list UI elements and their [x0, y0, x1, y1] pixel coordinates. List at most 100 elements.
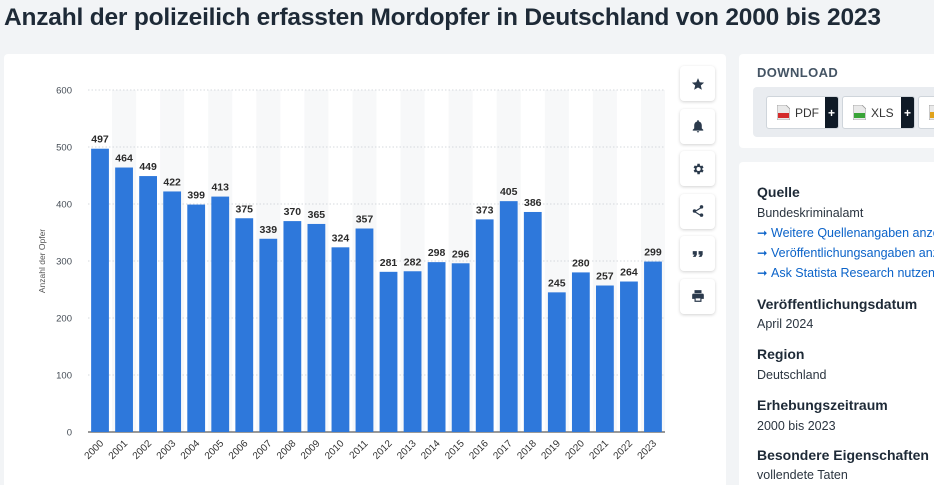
x-tick-label: 2001	[107, 438, 131, 462]
data-label: 245	[548, 277, 566, 289]
x-tick-label: 2020	[563, 438, 587, 462]
bar-2014	[427, 262, 446, 432]
data-label: 357	[356, 214, 374, 226]
x-tick-label: 2012	[371, 438, 395, 462]
ask-research-link[interactable]: ➞ Ask Statista Research nutzen	[757, 266, 934, 280]
x-tick-label: 2010	[323, 438, 347, 462]
bar-2008	[283, 221, 302, 432]
data-label: 373	[476, 204, 494, 216]
bar-2015	[451, 263, 470, 432]
bar-2010	[331, 247, 350, 432]
arrow-right-icon: ➞	[757, 246, 768, 260]
data-label: 399	[187, 190, 205, 202]
bar-2011	[355, 228, 374, 432]
props-value: vollendete Taten	[757, 468, 848, 482]
x-tick-label: 2018	[515, 438, 539, 462]
x-tick-label: 2021	[588, 438, 612, 462]
x-tick-label: 2000	[83, 438, 107, 462]
data-label: 413	[211, 182, 229, 194]
data-label: 365	[308, 209, 326, 221]
data-label: 339	[260, 224, 278, 236]
bar-2021	[596, 285, 614, 432]
data-label: 464	[115, 153, 133, 165]
bar-2000	[91, 148, 109, 432]
bar-2002	[139, 176, 157, 432]
pdf-plus: +	[825, 97, 838, 128]
download-title: DOWNLOAD	[757, 65, 839, 80]
pdf-file-icon	[777, 105, 790, 120]
cite-button[interactable]	[680, 236, 715, 271]
data-label: 280	[572, 257, 590, 269]
x-tick-label: 2019	[539, 438, 563, 462]
chart-card: 0 100 200 300 400 500 600 Anzahl der Opfer 497 20…	[4, 54, 726, 485]
x-tick-label: 2007	[251, 438, 275, 462]
share-icon	[692, 205, 703, 217]
y-tick-label: 0	[67, 428, 72, 439]
bar-2012	[379, 271, 398, 432]
download-image-button[interactable]	[918, 96, 934, 129]
bar-2003	[163, 191, 182, 432]
bar-2009	[307, 223, 326, 432]
xls-plus: +	[901, 97, 914, 128]
print-button[interactable]	[680, 278, 715, 314]
x-tick-label: 2011	[348, 438, 371, 461]
xls-label: XLS	[871, 105, 894, 120]
y-tick-label: 500	[56, 143, 72, 154]
y-tick-label: 600	[56, 86, 72, 97]
bar-chart: 0 100 200 300 400 500 600 Anzahl der Opfer 497 20…	[37, 86, 665, 462]
data-label: 370	[284, 206, 302, 218]
data-label: 282	[404, 256, 422, 268]
data-label: 422	[163, 176, 181, 188]
data-label: 281	[380, 257, 398, 269]
bar-2016	[475, 219, 494, 432]
pubdate-heading: Veröffentlichungsdatum	[757, 296, 918, 312]
y-tick-label: 100	[56, 371, 72, 382]
region-heading: Region	[757, 346, 805, 362]
printer-icon	[691, 290, 704, 302]
data-label: 299	[644, 247, 662, 259]
x-tick-label: 2022	[612, 438, 636, 462]
bar-2001	[115, 167, 133, 432]
x-tick-label: 2017	[491, 438, 515, 462]
y-tick-label: 300	[56, 257, 72, 268]
y-axis-label: Anzahl der Opfer	[37, 229, 47, 293]
page-title: Anzahl der polizeilich erfassten Mordopf…	[4, 4, 881, 31]
gear-icon	[693, 163, 704, 174]
download-pdf-button[interactable]: PDF +	[766, 96, 839, 129]
settings-button[interactable]	[680, 151, 715, 186]
quote-icon	[692, 250, 703, 257]
bar-2022	[620, 281, 638, 432]
x-tick-label: 2004	[179, 438, 203, 462]
props-heading: Besondere Eigenschaften	[757, 447, 929, 463]
source-value: Bundeskriminalamt	[757, 206, 864, 220]
x-tick-label: 2023	[636, 438, 660, 462]
x-tick-label: 2008	[275, 438, 299, 462]
data-label: 497	[91, 134, 109, 146]
bar-2005	[211, 196, 230, 432]
info-panel: Quelle Bundeskriminalamt ➞ Weitere Quelle…	[739, 162, 934, 485]
data-label: 405	[500, 186, 518, 198]
x-tick-label: 2015	[443, 438, 467, 462]
data-label: 386	[524, 197, 542, 209]
y-tick-label: 400	[56, 200, 72, 211]
period-heading: Erhebungszeitraum	[757, 397, 888, 413]
data-label: 296	[452, 248, 470, 260]
publication-info-link[interactable]: ➞Veröffentlichungsangaben anzeigen	[757, 246, 934, 260]
x-tick-label: 2006	[227, 438, 251, 462]
arrow-right-icon: ➞	[757, 226, 768, 240]
bar-2019	[547, 292, 566, 432]
notification-button[interactable]	[680, 108, 715, 144]
data-label: 449	[139, 161, 157, 173]
x-tick-label: 2005	[203, 438, 227, 462]
download-xls-button[interactable]: XLS +	[842, 96, 915, 129]
x-tick-label: 2016	[467, 438, 491, 462]
image-file-icon	[929, 105, 934, 120]
share-button[interactable]	[680, 193, 715, 229]
data-label: 257	[596, 271, 614, 283]
x-tick-label: 2014	[419, 438, 443, 462]
more-sources-link[interactable]: ➞Weitere Quellenangaben anzeigen	[757, 226, 934, 240]
pdf-label: PDF	[795, 105, 819, 120]
favorite-button[interactable]	[680, 66, 715, 101]
bar-2017	[499, 201, 518, 432]
download-tray: PDF + XLS +	[753, 87, 934, 137]
